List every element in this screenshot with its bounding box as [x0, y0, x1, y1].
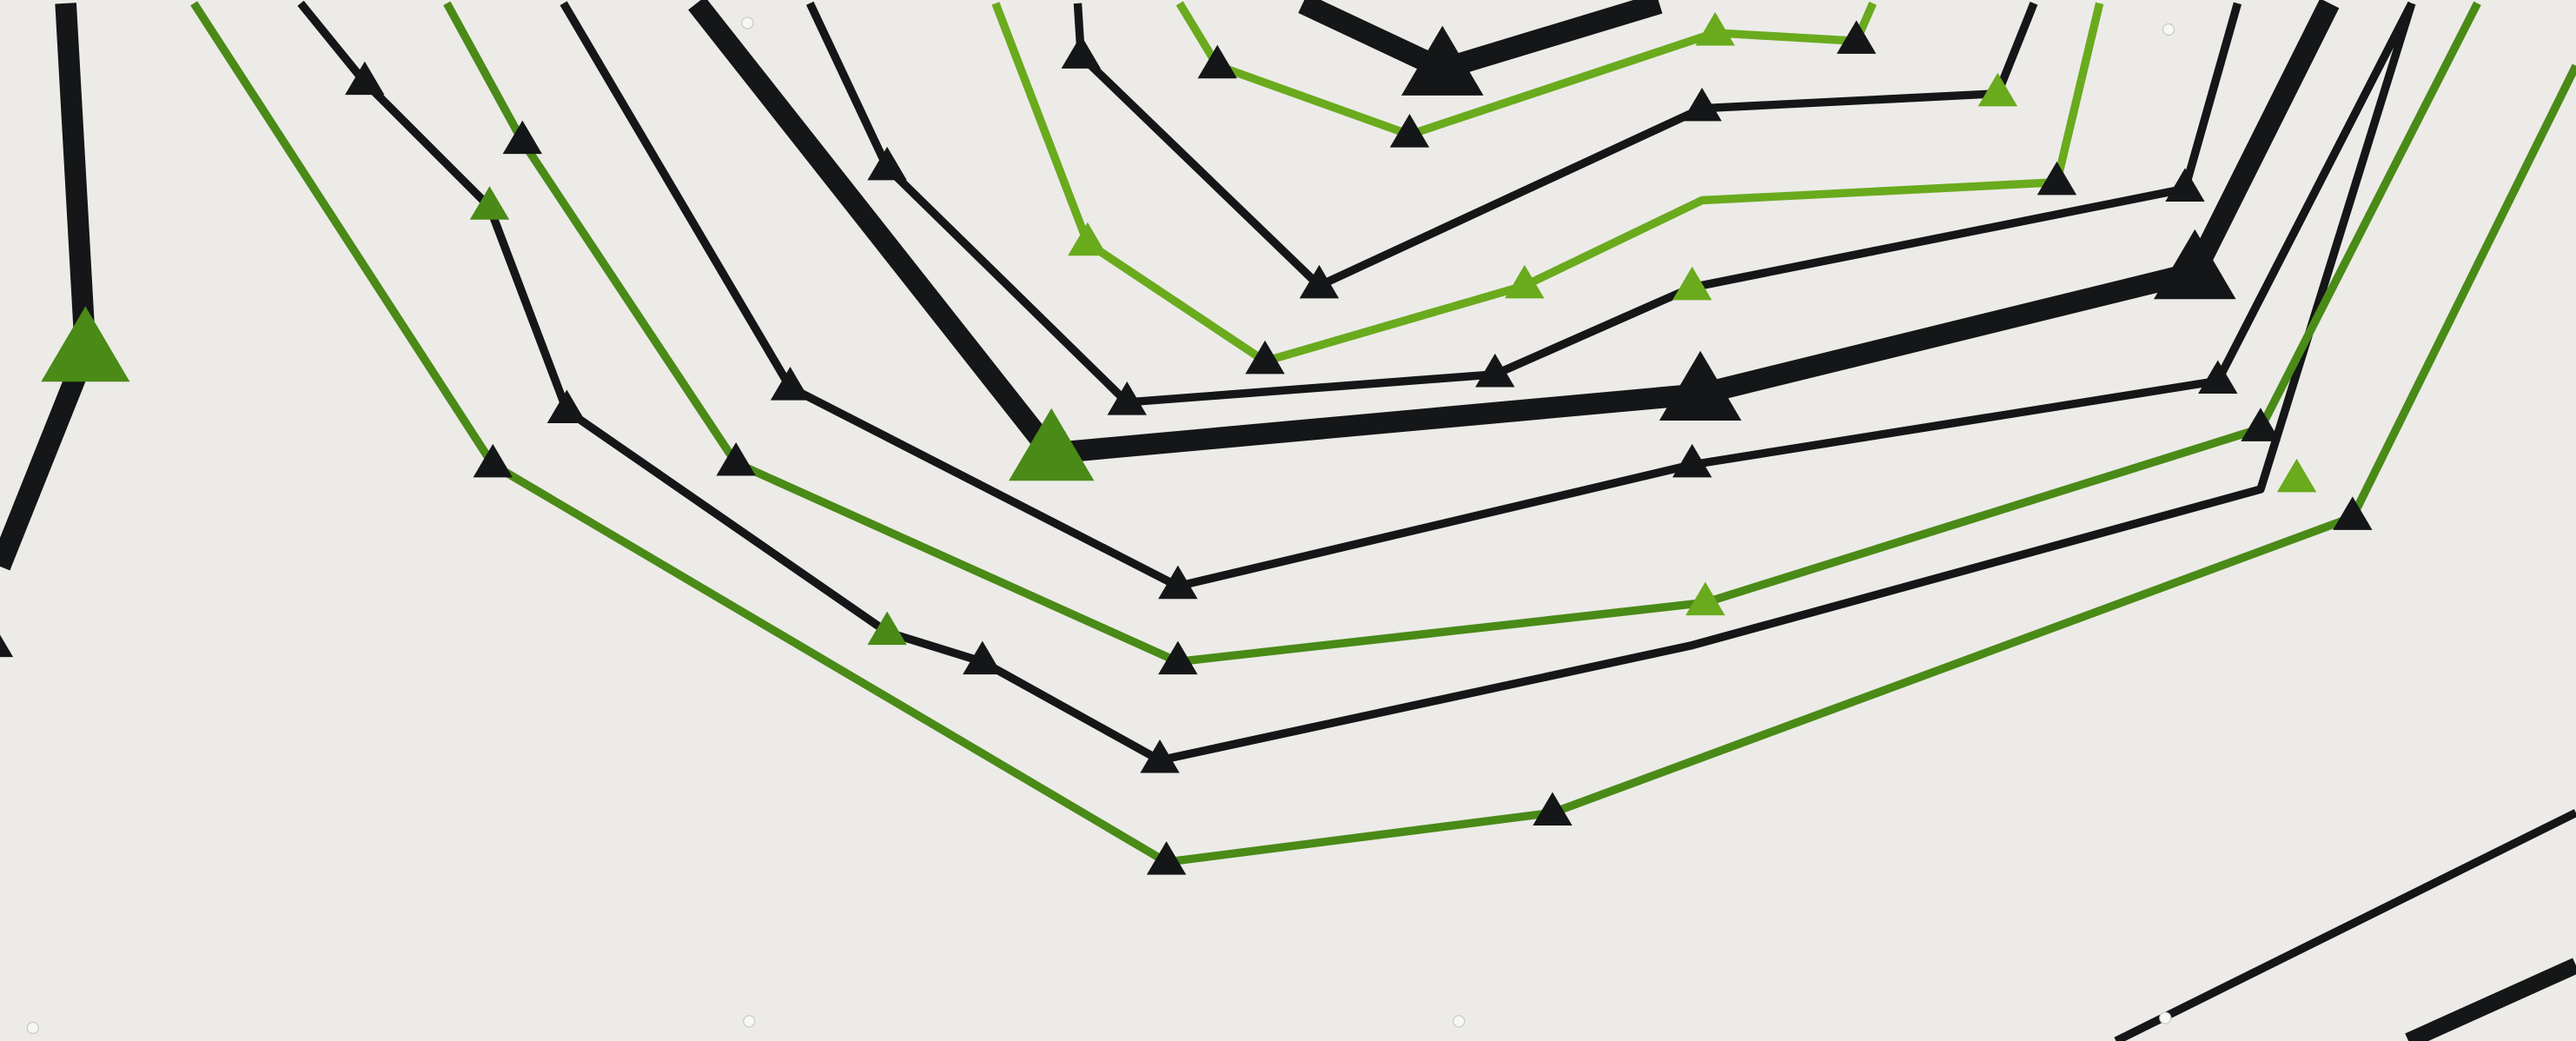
triangle-icon: [1475, 353, 1515, 388]
triangle-icon: [1659, 350, 1742, 421]
triangle-icon: [473, 443, 513, 478]
triangle-icon: [1009, 408, 1095, 481]
triangle-icon: [1158, 640, 1198, 675]
triangle-icon: [546, 389, 587, 424]
triangle-icon: [0, 634, 14, 658]
triangle-icon: [2036, 161, 2077, 196]
connector-line-13: [2405, 958, 2576, 1041]
screw-icon: [2159, 1011, 2172, 1024]
triangle-icon: [2333, 496, 2373, 530]
triangle-icon: [1140, 739, 1180, 773]
screws-layer: [26, 17, 2175, 1034]
triangle-icon: [469, 186, 510, 220]
markers-layer: [0, 11, 2373, 875]
triangle-icon: [1299, 264, 1340, 299]
screw-icon: [26, 1021, 39, 1034]
triangle-icon: [770, 367, 811, 401]
triangle-icon: [1682, 87, 1722, 122]
triangle-icon: [2198, 360, 2238, 395]
screw-icon: [2162, 23, 2175, 36]
triangle-icon: [1401, 25, 1484, 96]
triangle-icon: [2241, 408, 2281, 441]
connector-line-2: [190, 1, 2576, 866]
triangle-icon: [867, 611, 907, 646]
screw-icon: [741, 17, 754, 30]
triangle-icon: [963, 640, 1003, 675]
triangle-icon: [2154, 229, 2236, 300]
triangle-icon: [1158, 565, 1198, 600]
triangle-icon: [1685, 581, 1725, 616]
triangle-icon: [1672, 443, 1712, 478]
triangle-icon: [1533, 792, 1573, 826]
triangle-icon: [1672, 266, 1712, 301]
triangle-icon: [1977, 72, 2018, 107]
connector-line-5: [560, 1, 2416, 591]
triangle-icon: [1837, 20, 1877, 54]
triangle-icon: [1505, 264, 1545, 299]
triangle-icon: [1197, 44, 1237, 79]
triangle-icon: [1389, 114, 1430, 148]
triangle-icon: [716, 441, 756, 476]
triangle-icon: [1061, 35, 1101, 69]
triangle-icon: [2165, 168, 2205, 202]
triangle-icon: [867, 146, 907, 181]
screw-icon: [1453, 1015, 1466, 1028]
triangle-icon: [1245, 340, 1285, 375]
triangle-icon: [41, 306, 130, 382]
triangle-icon: [1107, 381, 1147, 415]
triangle-icon: [1068, 222, 1108, 256]
triangle-icon: [502, 120, 543, 155]
triangle-icon: [1146, 841, 1187, 875]
screw-icon: [743, 1015, 756, 1028]
connector-line-3: [297, 0, 2416, 765]
triangle-icon: [345, 61, 385, 96]
triangle-icon: [2276, 458, 2317, 493]
triangle-icon: [1695, 11, 1735, 46]
connector-line-12: [2114, 809, 2576, 1041]
